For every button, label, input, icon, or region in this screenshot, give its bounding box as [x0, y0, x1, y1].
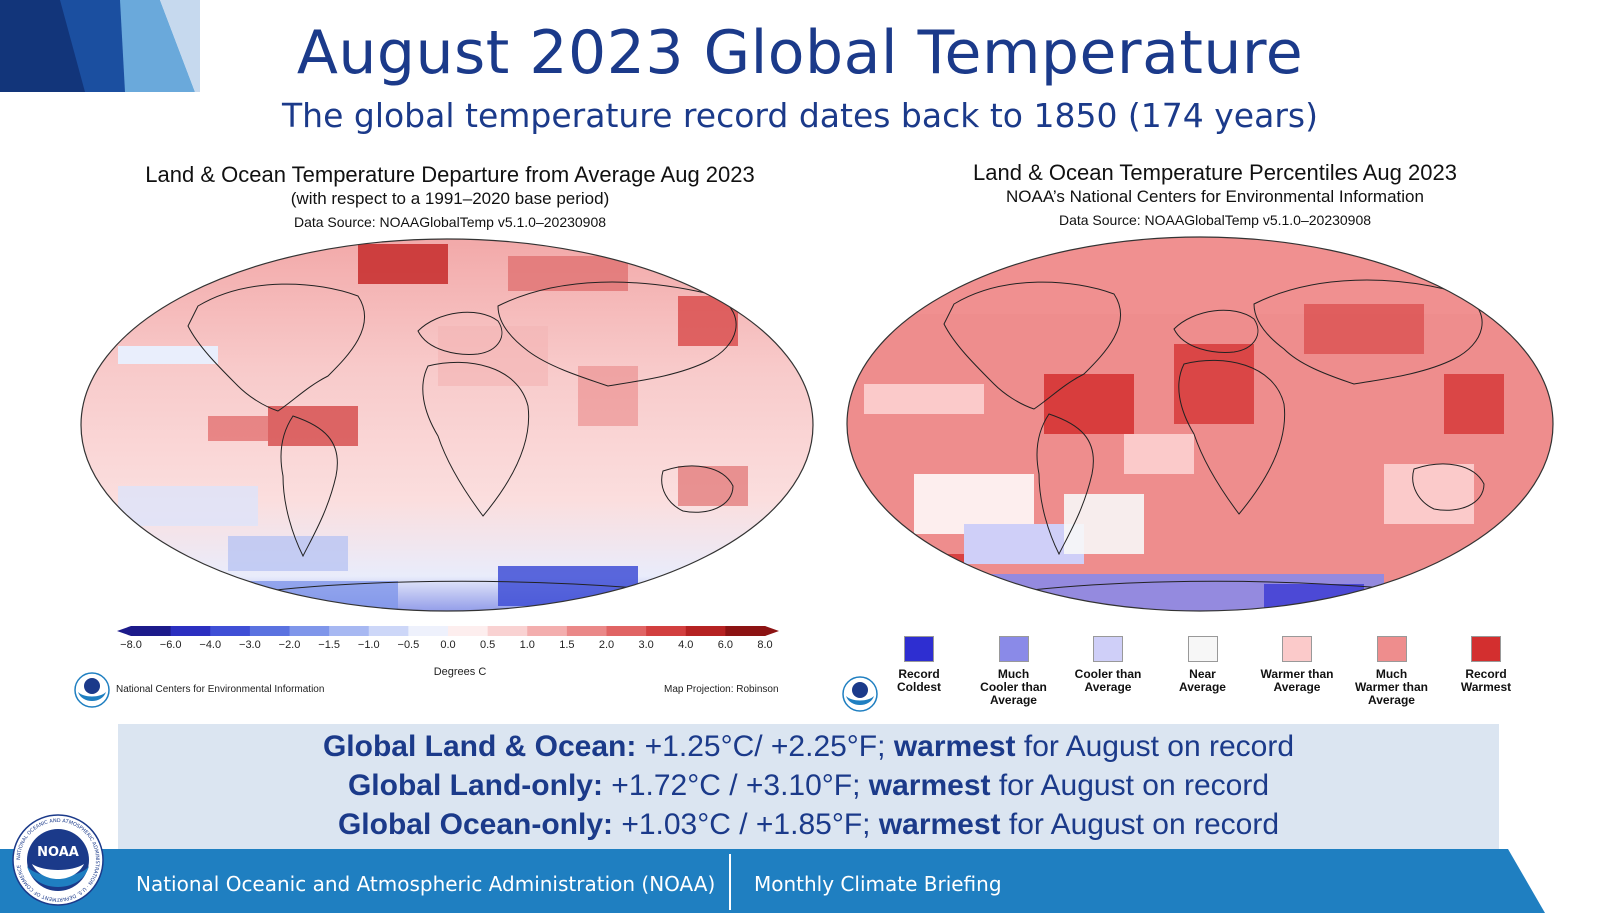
colorbar-tick-label: 3.0 — [638, 639, 653, 651]
noaa-seal-icon: NATIONAL OCEANIC AND ATMOSPHERIC ADMINIS… — [12, 814, 104, 906]
left-map-credit: National Centers for Environmental Infor… — [116, 684, 325, 695]
colorbar-segment — [566, 626, 607, 636]
svg-text:NOAA: NOAA — [37, 845, 79, 860]
percentile-legend-item: Near Average — [1153, 636, 1253, 694]
left-map-header: Land & Ocean Temperature Departure from … — [100, 162, 800, 232]
colorbar-segment — [329, 626, 370, 636]
stat-ocean-only: Global Ocean-only: +1.03°C / +1.85°F; wa… — [337, 808, 1280, 841]
colorbar-segment — [368, 626, 409, 636]
colorbar-segment — [527, 626, 568, 636]
legend-swatch — [1471, 636, 1501, 662]
colorbar-segment — [131, 626, 172, 636]
colorbar-segment — [408, 626, 449, 636]
noaa-logo-icon — [74, 672, 110, 708]
colorbar-tick-label: −1.5 — [318, 639, 340, 651]
percentile-legend-item: Warmer than Average — [1247, 636, 1347, 694]
left-map-title: Land & Ocean Temperature Departure from … — [145, 162, 755, 187]
colorbar-segment — [210, 626, 251, 636]
colorbar-segment — [289, 626, 330, 636]
percentile-legend-item: Record Coldest — [869, 636, 969, 694]
colorbar-segment — [685, 626, 726, 636]
map-projection: Map Projection: Robinson — [664, 684, 779, 695]
legend-label: Record — [1465, 667, 1507, 681]
colorbar-tick-label: −3.0 — [239, 639, 261, 651]
stats-box: Global Land & Ocean: +1.25°C/ +2.25°F; w… — [118, 724, 1499, 849]
colorbar-segment — [725, 626, 766, 636]
legend-label: Coldest — [896, 680, 941, 694]
colorbar-tick-label: 1.0 — [520, 639, 535, 651]
footer-briefing: Monthly Climate Briefing — [754, 872, 1002, 896]
legend-swatch — [998, 636, 1029, 662]
colorbar-tick-label: 1.5 — [559, 639, 574, 651]
colorbar-tick-label: −0.5 — [398, 639, 420, 651]
temperature-percentiles-map — [846, 236, 1554, 612]
left-map-subtitle: (with respect to a 1991–2020 base period… — [290, 189, 610, 208]
legend-label: Cooler than — [980, 680, 1047, 694]
colorbar-tick-label: −4.0 — [199, 639, 221, 651]
corner-decoration — [0, 0, 200, 92]
right-map-subtitle: NOAA’s National Centers for Environmenta… — [1006, 187, 1424, 206]
legend-label: Average — [1084, 680, 1132, 694]
legend-label: Cooler than — [1074, 667, 1142, 681]
colorbar-arrow-low — [117, 626, 131, 636]
legend-label: Warmest — [1460, 680, 1512, 694]
stat-land-ocean: Global Land & Ocean: +1.25°C/ +2.25°F; w… — [322, 730, 1295, 763]
colorbar-units: Degrees C — [433, 666, 487, 678]
percentile-legend-item: Much Cooler than Average — [964, 636, 1064, 707]
colorbar-segment — [646, 626, 687, 636]
stat-land-only: Global Land-only: +1.72°C / +3.10°F; war… — [347, 769, 1270, 802]
legend-label: Record — [898, 667, 940, 681]
temperature-departure-map — [80, 238, 814, 612]
legend-label: Much — [1375, 667, 1408, 681]
legend-label: Average — [990, 693, 1037, 707]
footer-divider — [729, 854, 731, 910]
legend-label: Average — [1368, 693, 1415, 707]
colorbar-segment — [448, 626, 489, 636]
colorbar-tick-label: −2.0 — [279, 639, 301, 651]
legend-label: Warmer than — [1355, 680, 1428, 694]
colorbar-tick-label: −1.0 — [358, 639, 380, 651]
legend-swatch — [1282, 636, 1312, 662]
legend-swatch — [904, 636, 934, 662]
percentile-legend-item: Cooler than Average — [1058, 636, 1158, 694]
colorbar-segment — [170, 626, 211, 636]
colorbar-tick-label: 0.0 — [440, 639, 455, 651]
legend-label: Average — [1273, 680, 1321, 694]
footer-org: National Oceanic and Atmospheric Adminis… — [136, 872, 716, 896]
legend-label: Near — [1189, 667, 1216, 681]
legend-swatch — [1376, 636, 1407, 662]
percentile-legend-item: Much Warmer than Average — [1342, 636, 1442, 707]
colorbar-segment — [249, 626, 290, 636]
colorbar-tick-label: 8.0 — [757, 639, 772, 651]
colorbar-tick-label: −8.0 — [120, 639, 142, 651]
colorbar-segment — [606, 626, 647, 636]
colorbar-tick-label: −6.0 — [160, 639, 182, 651]
departure-colorbar: −8.0 −6.0 −4.0 −3.0 −2.0 −1.5 −1.0 −0.5 0.0 0.5 1.… — [117, 626, 779, 651]
legend-label: Warmer than — [1260, 667, 1334, 681]
colorbar-segment — [487, 626, 528, 636]
page-title: August 2023 Global Temperature — [296, 18, 1304, 88]
percentile-legend-item: Record Warmest — [1436, 636, 1536, 694]
colorbar-tick-label: 6.0 — [718, 639, 733, 651]
left-map-source: Data Source: NOAAGlobalTemp v5.1.0–20230… — [293, 214, 607, 230]
right-map-header: Land & Ocean Temperature Percentiles Aug… — [905, 160, 1525, 230]
legend-label: Much — [997, 667, 1030, 681]
colorbar-tick-label: 0.5 — [480, 639, 495, 651]
legend-swatch — [1093, 636, 1123, 662]
right-map-title: Land & Ocean Temperature Percentiles Aug… — [973, 160, 1457, 185]
legend-label: Average — [1179, 680, 1226, 694]
footer-bar — [0, 849, 1545, 913]
noaa-logo-icon — [842, 676, 878, 712]
legend-swatch — [1187, 636, 1218, 662]
right-map-source: Data Source: NOAAGlobalTemp v5.1.0–20230… — [1058, 212, 1372, 228]
colorbar-tick-label: 4.0 — [678, 639, 693, 651]
page-subtitle: The global temperature record dates back… — [282, 96, 1318, 135]
colorbar-tick-label: 2.0 — [599, 639, 614, 651]
colorbar-arrow-high — [765, 626, 779, 636]
